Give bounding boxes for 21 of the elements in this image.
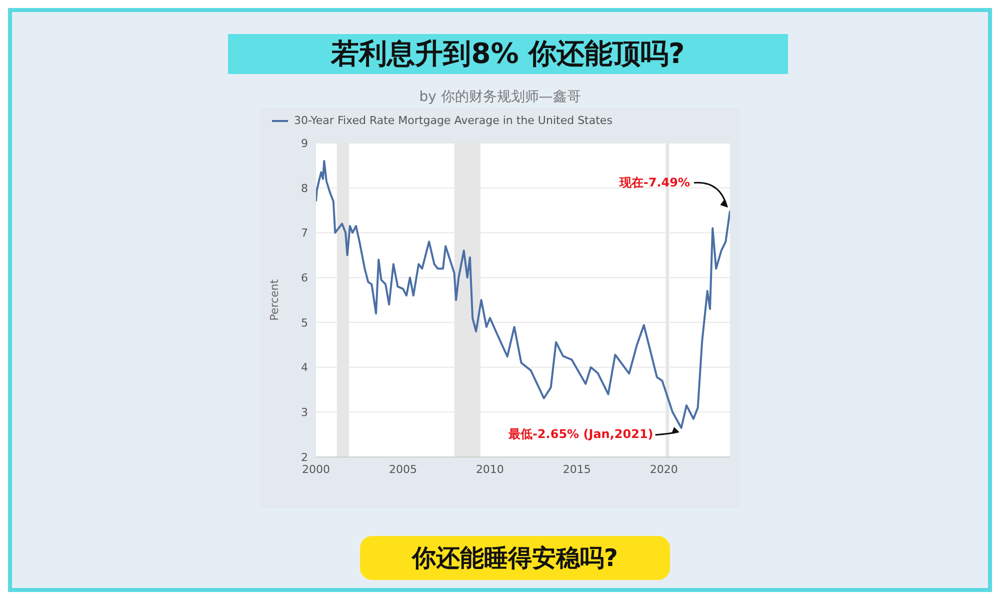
x-tick-label: 2005 xyxy=(388,462,417,476)
y-tick-label: 6 xyxy=(301,271,308,284)
x-tick-label: 2015 xyxy=(562,462,591,476)
y-tick-label: 9 xyxy=(301,136,308,150)
chart-subtitle: by 你的财务规划师—鑫哥 xyxy=(418,88,582,106)
chart-title: 若利息升到8% 你还能顶吗? xyxy=(228,34,788,74)
y-tick-label: 8 xyxy=(301,182,308,195)
y-tick-label: 5 xyxy=(301,316,308,330)
text: 你还能睡得安稳吗? xyxy=(360,536,670,580)
y-tick-label: 4 xyxy=(301,361,308,374)
annotation: 现在-7.49% xyxy=(618,176,690,190)
annotation: 最低-2.65% (Jan,2021) xyxy=(507,426,654,441)
y-tick-label: 2 xyxy=(301,450,308,464)
y-tick-label: 3 xyxy=(301,406,308,420)
x-tick-label: 2000 xyxy=(302,462,330,476)
y-tick-label: 7 xyxy=(301,226,308,240)
line-series xyxy=(316,160,730,429)
y-axis-title: Percent xyxy=(268,278,281,321)
legend-label: 30-Year Fixed Rate Mortgage Average in the United States xyxy=(294,114,612,127)
x-tick-label: 2010 xyxy=(476,462,504,476)
x-tick-label: 2020 xyxy=(650,462,678,476)
